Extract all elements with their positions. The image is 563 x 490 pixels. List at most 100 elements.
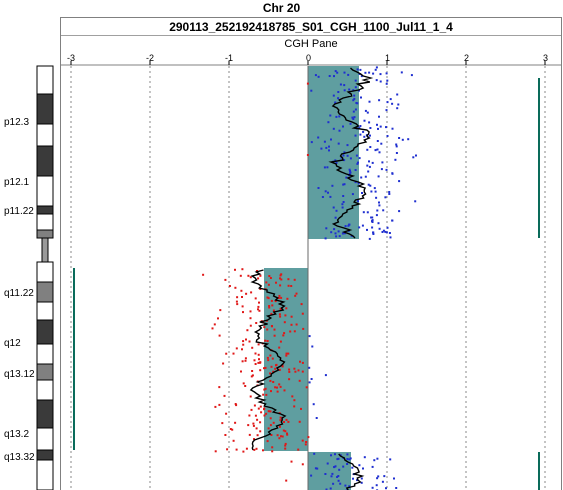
probe-point — [376, 123, 378, 126]
probe-point — [386, 79, 389, 82]
probe-point — [357, 182, 360, 185]
probe-point — [338, 468, 341, 471]
probe-point — [278, 437, 281, 440]
probe-point — [253, 448, 256, 451]
probe-point — [257, 343, 260, 346]
probe-point — [257, 277, 260, 280]
probe-point — [276, 434, 279, 437]
ideogram-band[interactable] — [36, 123, 54, 147]
probe-point — [341, 232, 344, 235]
probe-point — [270, 312, 273, 315]
probe-point — [281, 365, 284, 368]
probe-point — [252, 422, 255, 425]
ideogram-band[interactable] — [36, 343, 54, 365]
probe-point — [385, 109, 388, 112]
ideogram-band[interactable] — [36, 229, 54, 239]
probe-point — [231, 428, 234, 431]
probe-point — [293, 330, 296, 333]
probe-point — [202, 273, 205, 276]
probe-point — [287, 284, 290, 287]
probe-point — [283, 332, 286, 335]
chromosome-ideogram[interactable] — [0, 52, 60, 490]
ideogram-band[interactable] — [36, 145, 54, 177]
probe-point — [381, 161, 384, 164]
probe-point — [393, 477, 395, 480]
probe-point — [257, 353, 260, 356]
probe-point — [381, 480, 384, 483]
probe-point — [323, 166, 326, 169]
probe-point — [363, 456, 366, 459]
probe-point — [306, 82, 309, 85]
probe-point — [361, 224, 364, 227]
probe-point — [398, 210, 401, 213]
probe-point — [341, 203, 344, 206]
probe-point — [373, 187, 376, 190]
probe-point — [283, 321, 286, 324]
ideogram-band[interactable] — [36, 281, 54, 303]
probe-point — [263, 367, 265, 370]
probe-point — [294, 370, 297, 373]
ideogram-band[interactable] — [36, 93, 54, 125]
probe-point — [360, 481, 363, 484]
probe-point — [274, 386, 277, 389]
probe-point — [284, 314, 287, 317]
probe-point — [361, 192, 363, 194]
probe-point — [280, 435, 282, 438]
probe-point — [269, 379, 272, 382]
probe-point — [329, 114, 332, 117]
ideogram-band[interactable] — [36, 301, 54, 321]
probe-point — [270, 365, 273, 368]
probe-point — [247, 274, 250, 277]
probe-point — [259, 405, 262, 408]
probe-point — [274, 300, 277, 303]
cgh-plot-area[interactable] — [61, 66, 561, 490]
ideogram-band[interactable] — [36, 379, 54, 401]
probe-point — [385, 231, 388, 234]
probe-point — [386, 101, 389, 104]
probe-point — [301, 463, 304, 466]
probe-point — [343, 151, 346, 154]
probe-point — [263, 414, 266, 417]
ideogram-band[interactable] — [36, 363, 54, 381]
ideogram-band[interactable] — [36, 261, 54, 283]
probe-point — [363, 135, 366, 138]
probe-point — [249, 310, 252, 313]
probe-point — [368, 165, 371, 168]
probe-point — [346, 144, 349, 147]
probe-point — [375, 484, 378, 487]
ideogram-band[interactable] — [36, 205, 54, 215]
ideogram-band[interactable] — [36, 175, 54, 207]
pane-label: CGH Pane — [284, 38, 338, 50]
probe-point — [376, 209, 379, 212]
probe-point — [278, 346, 281, 349]
probe-point — [277, 297, 280, 299]
probe-point — [242, 343, 245, 346]
probe-point — [279, 419, 282, 422]
band-label-p12-3: p12.3 — [4, 117, 30, 128]
probe-point — [359, 125, 362, 127]
probe-point — [284, 442, 287, 445]
probe-point — [259, 369, 262, 372]
probe-point — [325, 146, 328, 149]
ideogram-band[interactable] — [36, 213, 54, 231]
probe-point — [343, 71, 346, 74]
probe-point — [338, 115, 341, 118]
probe-point — [257, 305, 260, 308]
ideogram-band[interactable] — [36, 65, 54, 95]
ideogram-band[interactable] — [36, 399, 54, 429]
aberration-loss-q-arm[interactable] — [264, 268, 308, 451]
ideogram-band[interactable] — [36, 427, 54, 451]
probe-point — [354, 79, 357, 82]
probe-point — [276, 390, 279, 393]
ideogram-band[interactable] — [36, 449, 54, 461]
probe-point — [269, 354, 272, 357]
probe-point — [352, 99, 355, 102]
ideogram-band[interactable] — [36, 319, 54, 345]
probe-point — [301, 439, 304, 442]
probe-point — [339, 482, 342, 485]
ideogram-band[interactable] — [36, 459, 54, 490]
probe-point — [269, 424, 272, 427]
log-ratio-scale: -4-3-2-101234 — [61, 53, 561, 66]
probe-point — [338, 235, 341, 238]
probe-point — [321, 196, 324, 198]
